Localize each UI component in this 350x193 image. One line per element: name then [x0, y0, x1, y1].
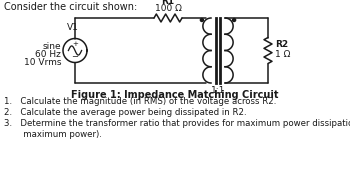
Text: maximum power).: maximum power).: [4, 130, 102, 139]
Circle shape: [200, 19, 203, 21]
Text: 60 Hz: 60 Hz: [35, 50, 61, 59]
Text: R1: R1: [161, 0, 175, 6]
Text: sine: sine: [42, 42, 61, 51]
Text: 2.   Calculate the average power being dissipated in R2.: 2. Calculate the average power being dis…: [4, 108, 247, 117]
Text: 1.   Calculate the magnitude (in RMS) of the voltage across R2.: 1. Calculate the magnitude (in RMS) of t…: [4, 97, 277, 106]
Text: Figure 1: Impedance Matching Circuit: Figure 1: Impedance Matching Circuit: [71, 90, 279, 100]
Text: 100 Ω: 100 Ω: [155, 4, 181, 13]
Text: R2: R2: [275, 40, 288, 49]
Text: 1:1: 1:1: [211, 86, 225, 95]
Text: 3.   Determine the transformer ratio that provides for maximum power dissipation: 3. Determine the transformer ratio that …: [4, 119, 350, 128]
Text: V1: V1: [67, 24, 79, 32]
Text: +: +: [72, 41, 78, 47]
Text: 10 Vrms: 10 Vrms: [23, 58, 61, 67]
Text: Consider the circuit shown:: Consider the circuit shown:: [4, 2, 137, 12]
Text: −: −: [71, 53, 78, 62]
Circle shape: [233, 19, 236, 21]
Text: 1 Ω: 1 Ω: [275, 50, 290, 59]
